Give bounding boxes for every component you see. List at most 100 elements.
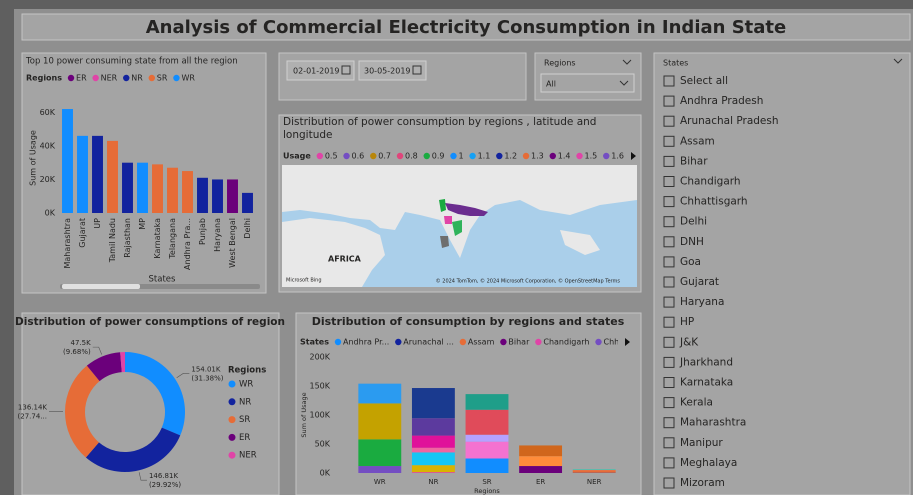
bar[interactable] — [465, 394, 509, 410]
legend-label[interactable]: 0.5 — [325, 152, 338, 161]
donut-slice[interactable] — [120, 352, 125, 373]
state-option[interactable]: Chandigarh — [680, 176, 741, 188]
legend-label[interactable]: 1.2 — [504, 152, 517, 161]
legend-arrow[interactable] — [631, 152, 636, 160]
date-box[interactable] — [286, 60, 355, 81]
legend-label[interactable]: Chandigarh — [543, 338, 589, 347]
calendar-icon[interactable] — [341, 65, 351, 75]
bar[interactable] — [358, 439, 402, 467]
legend-label[interactable]: Assam — [468, 338, 495, 347]
bar[interactable] — [411, 435, 455, 448]
state-option[interactable]: Maharashtra — [680, 417, 746, 429]
state-option[interactable]: Karnataka — [680, 377, 733, 389]
bar[interactable] — [212, 179, 223, 213]
region-dropdown[interactable] — [540, 73, 635, 93]
chevron[interactable] — [893, 58, 903, 64]
bar[interactable] — [358, 466, 402, 473]
checkbox[interactable] — [663, 417, 675, 429]
checkbox[interactable] — [663, 196, 675, 208]
checkbox[interactable] — [663, 377, 675, 388]
state-option[interactable]: Andhra Pradesh — [680, 95, 763, 107]
legend-label[interactable]: Chhattisg... — [604, 338, 650, 347]
bar[interactable] — [137, 162, 148, 213]
legend-label[interactable]: 1.6 — [611, 152, 624, 161]
legend-label[interactable]: NER — [101, 74, 118, 83]
checkbox[interactable] — [663, 397, 675, 409]
checkbox[interactable] — [663, 296, 675, 308]
checkbox[interactable] — [663, 155, 675, 167]
checkbox[interactable] — [663, 457, 675, 469]
legend-label[interactable]: 1 — [458, 152, 463, 161]
bar[interactable] — [358, 403, 402, 440]
bar[interactable] — [465, 458, 509, 474]
state-option[interactable]: J&K — [679, 336, 699, 348]
bar[interactable] — [152, 164, 163, 213]
state-option[interactable]: Bihar — [680, 155, 708, 167]
legend-label[interactable]: SR — [157, 74, 168, 83]
legend-label[interactable]: NR — [239, 397, 251, 407]
legend-label[interactable]: WR — [239, 380, 253, 390]
chevron[interactable] — [622, 59, 632, 65]
legend-label[interactable]: NER — [239, 451, 257, 461]
bar[interactable] — [77, 135, 88, 213]
checkbox[interactable] — [663, 115, 675, 127]
bar[interactable] — [62, 109, 73, 213]
bar[interactable] — [519, 445, 563, 457]
legend-label[interactable]: WR — [181, 74, 195, 83]
bar[interactable] — [122, 162, 133, 213]
legend-label[interactable]: SR — [239, 415, 250, 425]
state-option[interactable]: Kerala — [680, 397, 713, 409]
bar[interactable] — [242, 192, 253, 213]
state-option[interactable]: Arunachal Pradesh — [680, 115, 779, 127]
state-option[interactable]: Select all — [680, 75, 728, 87]
date-box[interactable] — [358, 60, 427, 81]
state-option[interactable]: Delhi — [680, 216, 707, 228]
checkbox[interactable] — [663, 236, 675, 248]
legend-label[interactable]: 1.4 — [558, 152, 571, 161]
checkbox[interactable] — [663, 176, 675, 187]
legend-label[interactable]: ER — [239, 433, 250, 443]
dropdown-arrow[interactable] — [619, 80, 629, 86]
donut-slice[interactable] — [65, 365, 100, 458]
checkbox[interactable] — [663, 437, 675, 449]
legend-label[interactable]: Andhra Pr... — [343, 338, 389, 347]
bar[interactable] — [182, 171, 193, 213]
bar[interactable] — [519, 456, 563, 467]
donut-slice[interactable] — [85, 427, 181, 473]
checkbox[interactable] — [663, 75, 675, 87]
bar[interactable] — [572, 470, 616, 473]
checkbox[interactable] — [663, 477, 675, 489]
state-option[interactable]: Assam — [680, 135, 715, 147]
calendar-icon[interactable] — [412, 65, 422, 75]
state-option[interactable]: HP — [680, 316, 694, 328]
state-option[interactable]: Jharkhand — [679, 356, 733, 368]
donut-slice[interactable] — [125, 352, 185, 436]
bar[interactable] — [465, 409, 509, 435]
legend-label[interactable]: Arunachal ... — [403, 338, 454, 347]
checkbox[interactable] — [663, 135, 675, 147]
bar[interactable] — [411, 388, 455, 419]
bar[interactable] — [92, 135, 103, 213]
legend-label[interactable]: Bihar — [508, 338, 530, 347]
bar[interactable] — [519, 466, 563, 473]
legend-arrow[interactable] — [625, 338, 630, 346]
checkbox[interactable] — [663, 336, 675, 348]
state-option[interactable]: Haryana — [680, 296, 724, 308]
checkbox[interactable] — [663, 95, 675, 107]
bar[interactable] — [167, 167, 178, 213]
legend-label[interactable]: 1.5 — [585, 152, 598, 161]
bar[interactable] — [411, 452, 455, 466]
bar[interactable] — [358, 383, 402, 404]
state-option[interactable]: Chhattisgarh — [680, 196, 748, 208]
legend-label[interactable]: 0.9 — [432, 152, 445, 161]
legend-label[interactable]: 1.3 — [531, 152, 544, 161]
state-option[interactable]: Gujarat — [680, 276, 719, 288]
scrollbar-thumb[interactable] — [62, 284, 140, 289]
state-option[interactable]: Meghalaya — [680, 457, 737, 469]
bar[interactable] — [411, 418, 455, 436]
state-option[interactable]: Manipur — [680, 437, 723, 449]
checkbox[interactable] — [663, 216, 675, 228]
state-option[interactable]: Mizoram — [680, 477, 725, 489]
checkbox[interactable] — [663, 356, 675, 368]
state-option[interactable]: DNH — [680, 236, 704, 248]
